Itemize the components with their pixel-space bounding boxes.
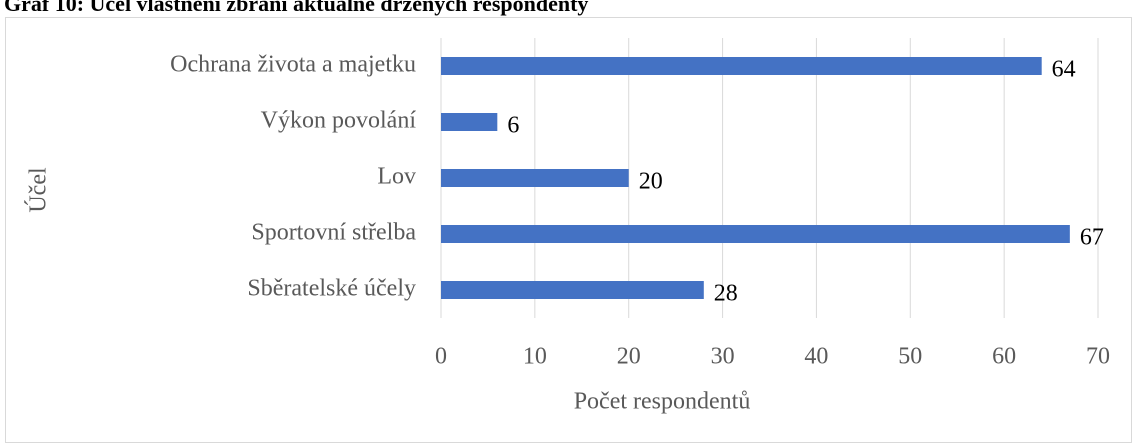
bar <box>441 225 1070 243</box>
x-tick-label: 0 <box>435 344 447 370</box>
x-tick-label: 10 <box>523 344 547 370</box>
data-label: 6 <box>507 113 519 139</box>
x-tick-label: 40 <box>804 344 828 370</box>
y-axis-title: Účel <box>25 167 52 213</box>
x-tick-label: 60 <box>992 344 1016 370</box>
y-tick-label: Ochrana života a majetku <box>170 52 416 78</box>
bar <box>441 113 498 131</box>
bar <box>441 281 704 299</box>
data-label: 64 <box>1052 57 1076 83</box>
chart-title: Graf 10: Účel vlastnění zbraní aktuálně … <box>4 0 588 16</box>
data-label: 20 <box>639 169 663 195</box>
x-tick-label: 50 <box>898 344 922 370</box>
data-label: 67 <box>1080 225 1104 251</box>
x-axis-title: Počet respondentů <box>574 389 751 415</box>
x-tick-label: 20 <box>617 344 641 370</box>
bar <box>441 169 629 187</box>
x-tick-label: 30 <box>711 344 735 370</box>
y-tick-label: Sportovní střelba <box>251 220 416 246</box>
data-label: 28 <box>714 281 738 307</box>
y-tick-label: Lov <box>377 164 416 190</box>
bar <box>441 57 1042 75</box>
x-tick-label: 70 <box>1086 344 1110 370</box>
y-tick-label: Výkon povolání <box>261 108 417 134</box>
y-tick-label: Sběratelské účely <box>247 276 416 302</box>
